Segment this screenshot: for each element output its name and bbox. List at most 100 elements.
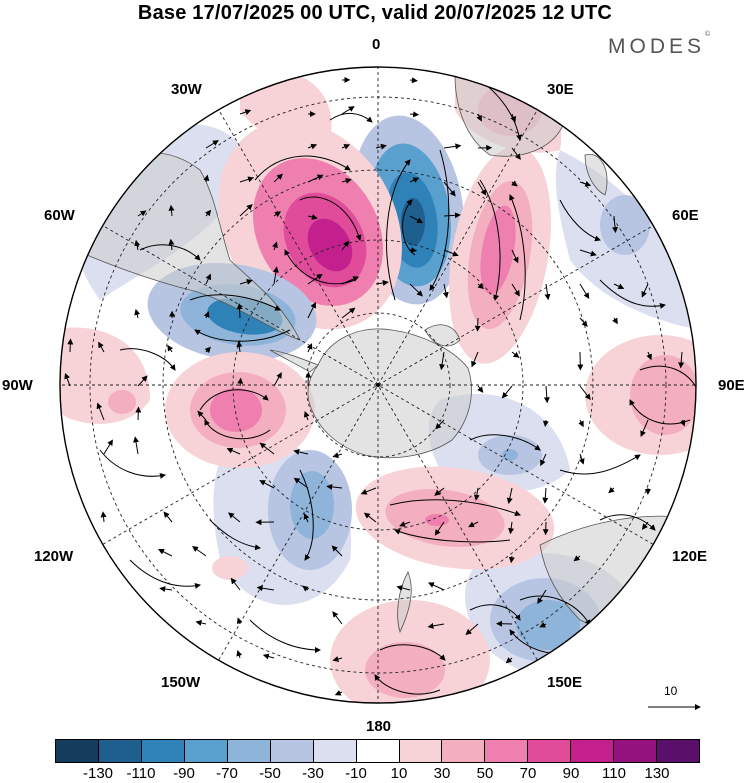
wind-arrow [137,375,148,387]
wind-arrow [195,620,207,626]
wind-arrow [542,487,549,504]
wind-arrow [477,181,487,196]
wind-arrow [477,385,484,393]
wind-arrow [443,212,461,219]
colorbar-segment [56,740,99,762]
wind-arrow [307,214,318,220]
wind-arrow [168,204,175,217]
colorbar-segment [227,740,271,762]
wind-vectors [99,79,696,695]
wind-arrow [360,487,377,495]
wind-arrow [679,419,686,427]
wind-arrow [641,283,649,298]
wind-arrow [434,487,445,496]
wind-arrow [542,419,549,427]
wind-arrow [341,276,360,285]
colorbar-segment [141,740,185,762]
wind-arrow [236,617,243,625]
kerguelen [424,324,461,347]
lon-label-30w: 30W [171,81,202,98]
anomaly-field [60,68,696,703]
wind-arrow [163,511,173,523]
wind-arrow [239,279,253,285]
wind-arrow [409,111,420,118]
wind-arrow [203,174,210,183]
madagascar [584,153,608,196]
wind-arrow [307,301,316,319]
colorbar-ticks: -130 -110 -90 -70 -50 -30 -10 10 30 50 70 90 110 130 [55,766,700,782]
anomaly-low-sepacific-mid [290,471,334,539]
wind-arrow [239,109,252,115]
colorbar-tick-label: -130 [82,765,114,782]
wind-arrow [100,511,107,523]
wind-arrow [239,204,253,217]
wind-arrow [476,113,482,122]
wind-arrow [511,249,519,264]
wind-arrow [307,143,318,150]
antarctic-peninsula [269,349,319,373]
wind-arrow [168,238,175,251]
wind-arrow [256,585,275,592]
colorbar-tick-label: 10 [390,765,408,782]
wind-arrow [341,144,351,150]
wind-arrow [427,622,445,629]
wind-arrow [133,436,139,455]
reference-vector-label: 10 [664,684,678,698]
wind-arrow [501,385,513,399]
wind-arrow [363,512,377,523]
wind-arrow [544,283,551,301]
anomaly-low-60e [600,195,650,255]
wind-arrow [134,308,141,319]
colorbar-segment [270,740,314,762]
colorbar-tick-label: -50 [259,765,281,782]
wind-arrow [303,410,310,421]
wind-arrow [236,650,243,659]
wind-arrow [578,453,585,465]
colorbar-segment [528,740,572,762]
wind-arrow [98,341,105,353]
copyright-mark: © [705,31,711,38]
wind-arrow [427,582,445,591]
wind-arrow [409,283,423,297]
colorbar-segment [657,740,700,762]
wind-arrow [158,549,173,557]
lon-label-90e: 90E [718,377,745,394]
wind-arrow [473,487,480,501]
wind-arrow [341,240,350,251]
wind-arrow [331,545,343,557]
wind-arrow [230,577,241,591]
lon-label-150w: 150W [161,674,201,691]
wind-arrow [640,419,649,438]
wind-arrow [579,385,591,400]
wind-arrow [307,273,323,285]
wind-arrow [540,453,547,467]
colorbar [55,739,700,763]
modes-logo-text: MODES [608,35,706,58]
anomaly-low-east-center-core [502,449,518,461]
lon-label-150e: 150E [547,674,583,691]
wind-arrow [273,372,282,387]
anomaly-low-tasman-core [516,600,580,650]
lon-label-120e: 120E [672,548,708,565]
anomaly-high-southwest-small [108,390,136,414]
wind-arrow [396,585,411,591]
wind-arrow [332,656,343,662]
wind-arrow [612,317,618,325]
anomaly-low-south-atlantic-center [401,198,425,246]
wind-arrow [443,143,462,150]
wind-arrow [468,521,479,528]
wind-arrow [471,351,479,368]
wind-arrow [508,521,515,535]
wind-arrow [135,406,142,421]
wind-arrow [273,211,282,218]
anomaly-high-indian-core [480,205,516,295]
wind-arrow [612,215,619,234]
colorbar-segment [313,740,357,762]
colorbar-segment [98,740,142,762]
colorbar-segment [356,740,400,762]
wind-arrow [511,351,520,358]
wind-arrow [326,483,343,490]
wind-arrow [543,385,550,404]
wind-arrow [228,512,241,523]
colorbar-tick-label: 90 [562,765,580,782]
